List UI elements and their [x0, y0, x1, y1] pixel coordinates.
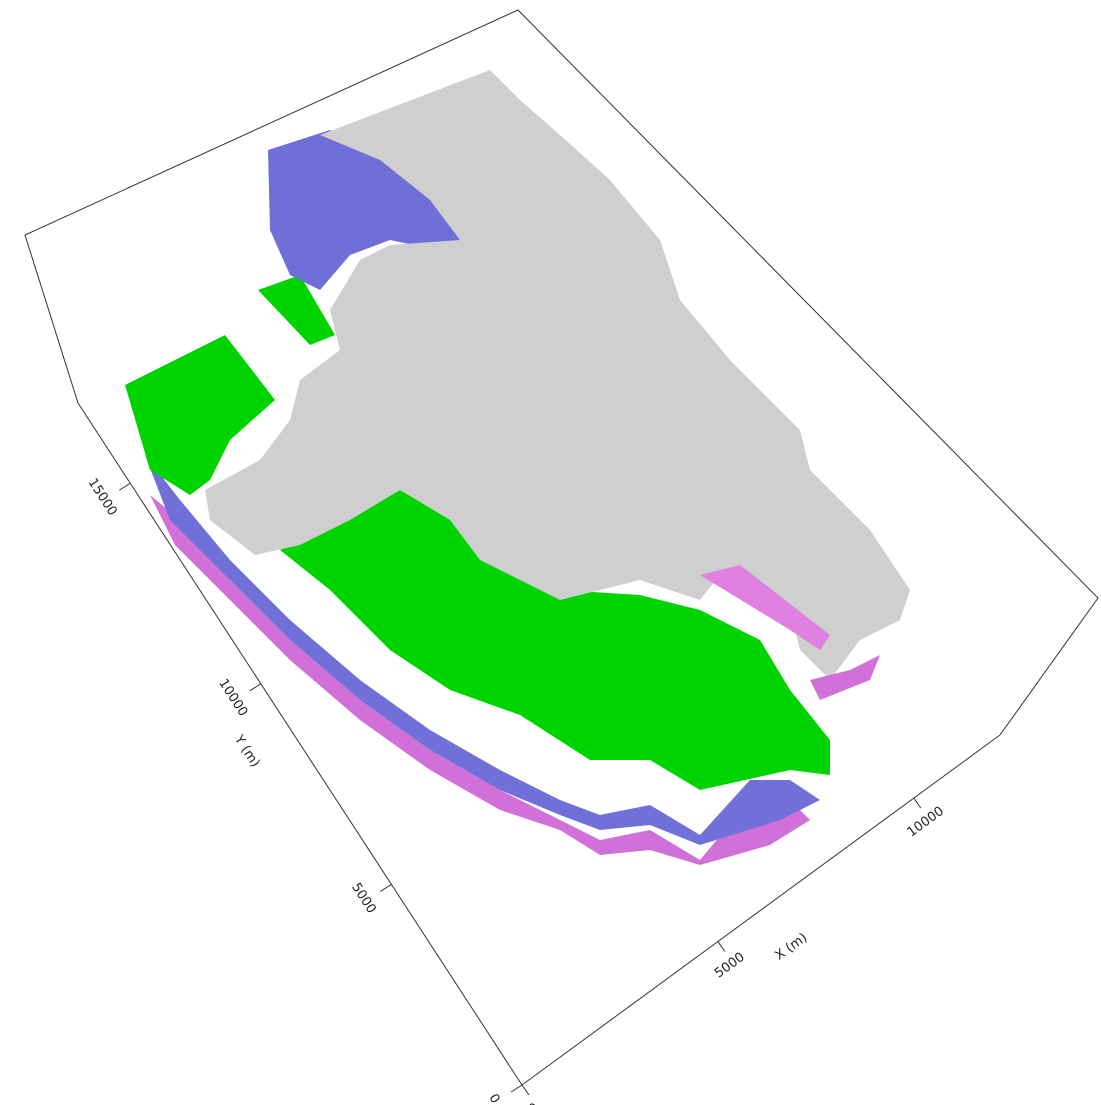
y-tick-label: 0 [485, 1091, 502, 1105]
y-tick-label: 15000 [85, 476, 120, 519]
x-tick [718, 942, 725, 952]
y-axis-label: Y (m) [230, 732, 262, 770]
y-tick [511, 1085, 522, 1092]
chart: 0 5000 10000 0 5000 10000 15000 X (m) Y (m) [0, 0, 1101, 1105]
y-tick [119, 483, 130, 490]
x-tick [914, 798, 921, 808]
x-tick-label: 10000 [905, 804, 947, 840]
y-tick [250, 684, 261, 691]
y-tick-label: 10000 [215, 676, 250, 719]
y-tick [380, 884, 391, 891]
x-tick-label: 0 [526, 1100, 542, 1105]
x-tick [522, 1085, 529, 1095]
x-tick-label: 5000 [712, 950, 748, 982]
x-axis-label: X (m) [773, 930, 811, 963]
y-tick-label: 5000 [348, 880, 379, 916]
